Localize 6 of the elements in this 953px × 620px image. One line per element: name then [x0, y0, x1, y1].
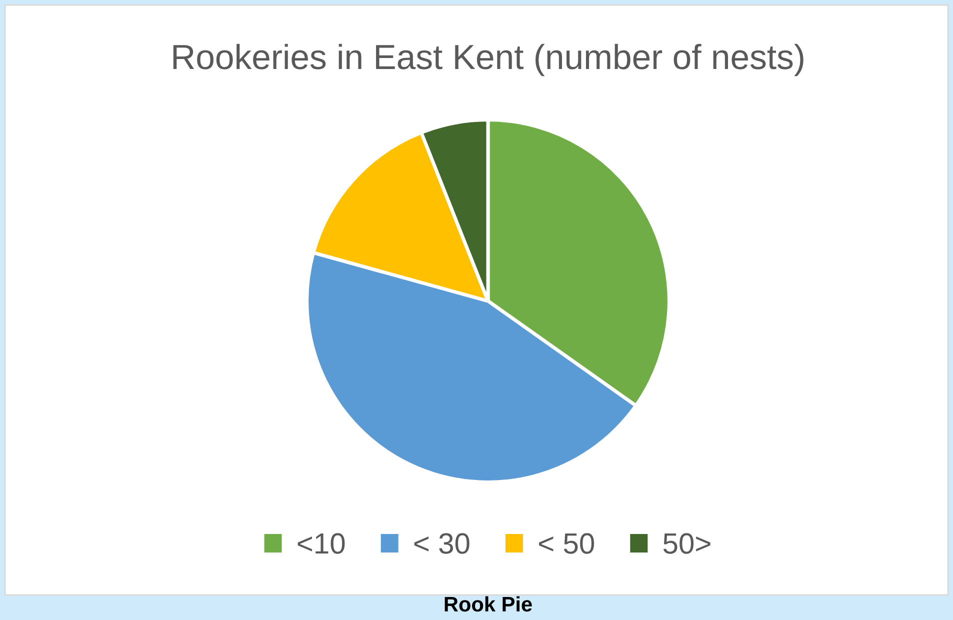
legend-label: < 50 [539, 533, 594, 554]
legend-label: < 30 [414, 533, 470, 554]
chart-title: Rookeries in East Kent (number of nests) [173, 44, 804, 76]
legend-label: 50> [663, 533, 710, 554]
legend-label: <10 [298, 533, 345, 554]
text: Rook Pie [444, 596, 532, 612]
